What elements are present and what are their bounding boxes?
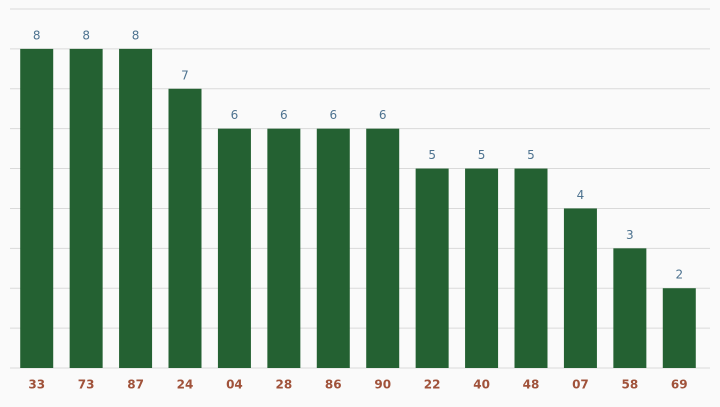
value-label: 8 <box>132 28 140 42</box>
x-tick-label: 40 <box>473 378 490 392</box>
x-tick-label: 69 <box>671 378 688 392</box>
bar <box>267 128 301 368</box>
x-tick-label: 04 <box>226 378 243 392</box>
value-label: 8 <box>33 28 41 42</box>
bar <box>316 128 350 368</box>
value-label: 6 <box>329 108 337 122</box>
x-tick-label: 58 <box>622 378 639 392</box>
value-label: 2 <box>675 268 683 282</box>
x-tick-label: 22 <box>424 378 441 392</box>
value-label: 6 <box>231 108 239 122</box>
bar <box>366 128 400 368</box>
value-label: 3 <box>626 228 634 242</box>
x-tick-label: 28 <box>276 378 293 392</box>
x-tick-label: 86 <box>325 378 342 392</box>
x-tick-label: 24 <box>177 378 194 392</box>
bar <box>69 48 103 369</box>
value-label: 5 <box>428 148 436 162</box>
value-label: 6 <box>379 108 387 122</box>
value-label: 4 <box>577 188 585 202</box>
bar <box>563 208 597 368</box>
bar <box>662 288 696 368</box>
x-tick-label: 90 <box>374 378 391 392</box>
x-tick-label: 87 <box>127 378 144 392</box>
bar <box>217 128 251 368</box>
bar <box>415 168 449 368</box>
value-label: 5 <box>527 148 535 162</box>
x-tick-label: 33 <box>28 378 45 392</box>
bar <box>119 48 153 369</box>
bar <box>514 168 548 368</box>
bar <box>168 88 202 369</box>
x-tick-label: 73 <box>78 378 95 392</box>
x-tick-label: 48 <box>523 378 540 392</box>
bar <box>613 248 647 368</box>
value-label: 7 <box>181 68 189 82</box>
bar <box>465 168 499 368</box>
value-label: 8 <box>82 28 90 42</box>
bar <box>20 48 54 369</box>
x-tick-label: 07 <box>572 378 589 392</box>
value-label: 5 <box>478 148 486 162</box>
value-label: 6 <box>280 108 288 122</box>
